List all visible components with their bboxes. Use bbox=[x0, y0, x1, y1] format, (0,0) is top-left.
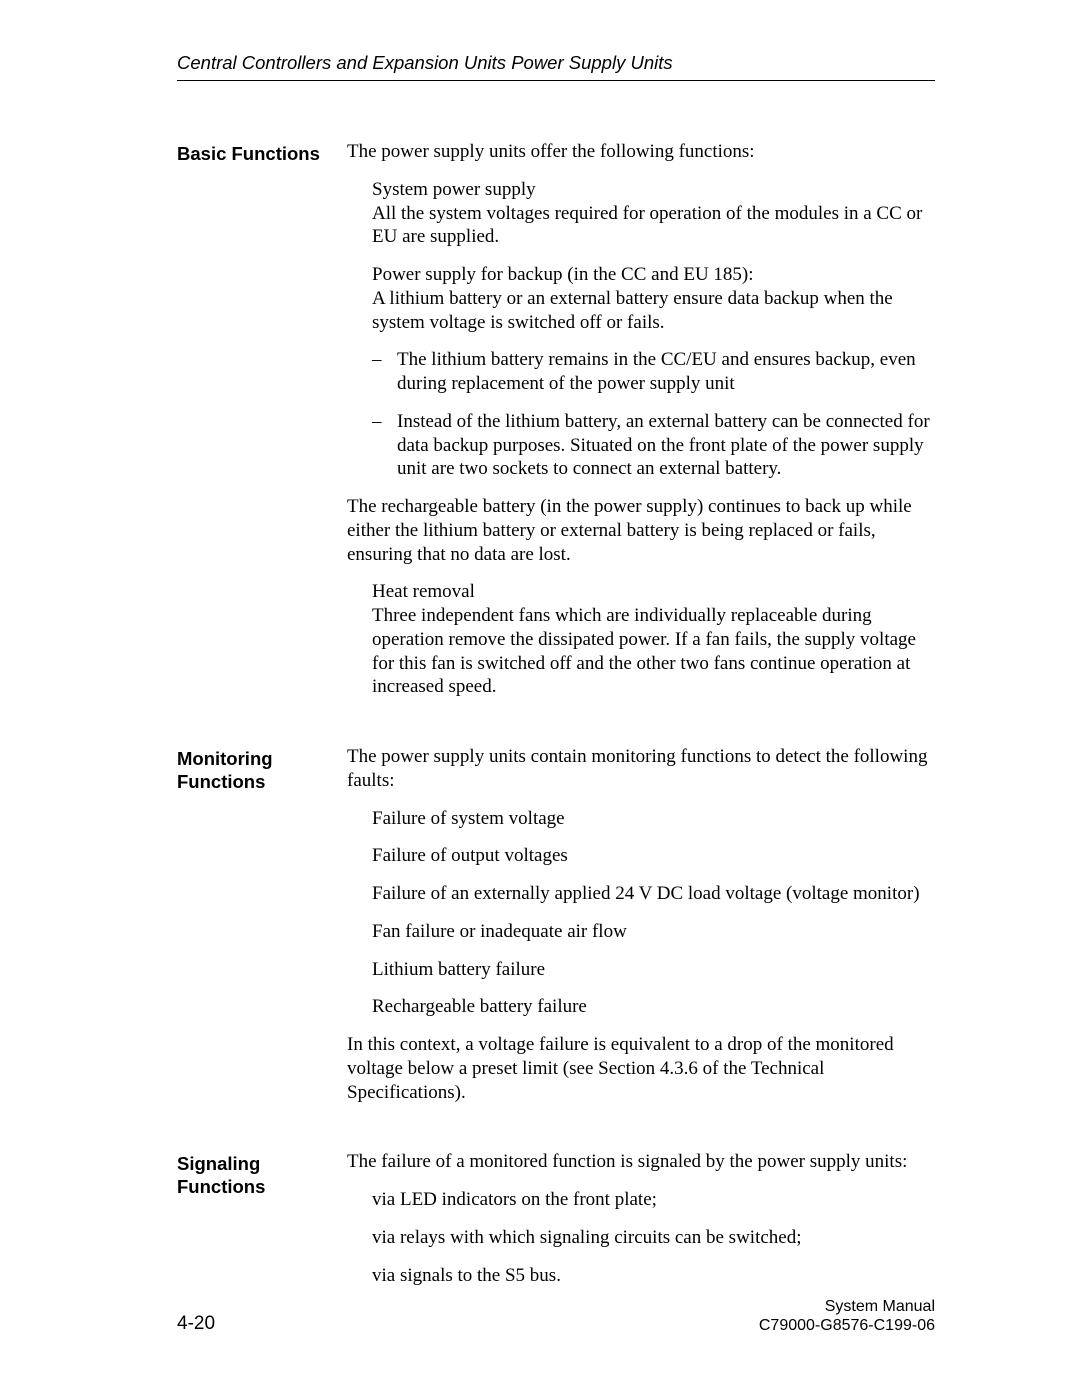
bullet-item: – The lithium battery remains in the CC/… bbox=[372, 348, 935, 396]
section-body: The failure of a monitored function is s… bbox=[347, 1150, 935, 1287]
monitor-item: Failure of output voltages bbox=[372, 844, 935, 868]
backup-bullets: – The lithium battery remains in the CC/… bbox=[372, 348, 935, 481]
bullet-text: The lithium battery remains in the CC/EU… bbox=[397, 348, 935, 396]
section-label: Basic Functions bbox=[177, 140, 347, 165]
monitor-item: Failure of system voltage bbox=[372, 807, 935, 831]
section-label: Signaling Functions bbox=[177, 1150, 347, 1198]
monitor-item: Fan failure or inadequate air flow bbox=[372, 920, 935, 944]
backup-title: Power supply for backup (in the CC and E… bbox=[372, 264, 754, 285]
page-footer: 4-20 System Manual C79000-G8576-C199-06 bbox=[177, 1297, 935, 1335]
footer-line2: C79000-G8576-C199-06 bbox=[759, 1316, 935, 1335]
backup-text: A lithium battery or an external battery… bbox=[372, 288, 893, 333]
bullet-item: – Instead of the lithium battery, an ext… bbox=[372, 410, 935, 481]
bullet-dash-icon: – bbox=[372, 348, 397, 396]
footer-line1: System Manual bbox=[759, 1297, 935, 1316]
header-title: Central Controllers and Expansion Units … bbox=[177, 52, 935, 74]
signal-item: via LED indicators on the front plate; bbox=[372, 1188, 935, 1212]
heat-block: Heat removal Three independent fans whic… bbox=[372, 580, 935, 699]
bullet-dash-icon: – bbox=[372, 410, 397, 481]
intro-text: The failure of a monitored function is s… bbox=[347, 1150, 935, 1174]
section-body: The power supply units contain monitorin… bbox=[347, 745, 935, 1104]
section-monitoring-functions: Monitoring Functions The power supply un… bbox=[177, 745, 935, 1104]
intro-text: The power supply units contain monitorin… bbox=[347, 745, 935, 793]
sys-power-block: System power supply All the system volta… bbox=[372, 178, 935, 249]
sys-power-title: System power supply bbox=[372, 179, 536, 200]
page: Central Controllers and Expansion Units … bbox=[0, 0, 1080, 1397]
section-body: The power supply units offer the followi… bbox=[347, 140, 935, 699]
monitor-item: Failure of an externally applied 24 V DC… bbox=[372, 882, 935, 906]
signal-item: via relays with which signaling circuits… bbox=[372, 1226, 935, 1250]
page-number: 4-20 bbox=[177, 1313, 215, 1335]
footer-info: System Manual C79000-G8576-C199-06 bbox=[759, 1297, 935, 1335]
backup-block: Power supply for backup (in the CC and E… bbox=[372, 263, 935, 334]
heat-text: Three independent fans which are individ… bbox=[372, 605, 916, 697]
section-basic-functions: Basic Functions The power supply units o… bbox=[177, 140, 935, 699]
monitor-item: Rechargeable battery failure bbox=[372, 995, 935, 1019]
bullet-text: Instead of the lithium battery, an exter… bbox=[397, 410, 935, 481]
tail-text: In this context, a voltage failure is eq… bbox=[347, 1033, 935, 1104]
recharge-text: The rechargeable battery (in the power s… bbox=[347, 495, 935, 566]
section-signaling-functions: Signaling Functions The failure of a mon… bbox=[177, 1150, 935, 1287]
monitor-item: Lithium battery failure bbox=[372, 958, 935, 982]
intro-text: The power supply units offer the followi… bbox=[347, 140, 935, 164]
section-label: Monitoring Functions bbox=[177, 745, 347, 793]
heat-title: Heat removal bbox=[372, 581, 475, 602]
page-header: Central Controllers and Expansion Units … bbox=[177, 52, 935, 81]
page-content: Basic Functions The power supply units o… bbox=[177, 140, 935, 1287]
sys-power-text: All the system voltages required for ope… bbox=[372, 203, 922, 248]
signal-item: via signals to the S5 bus. bbox=[372, 1264, 935, 1288]
